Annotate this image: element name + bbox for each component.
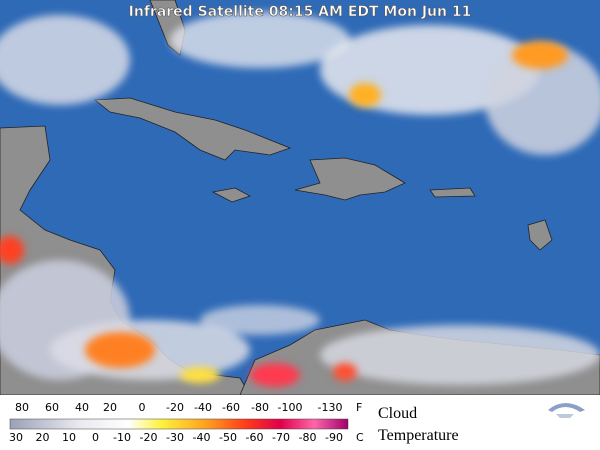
c-label: 20 xyxy=(36,431,50,444)
legend-title-1: Cloud xyxy=(378,405,417,422)
c-label: 0 xyxy=(92,431,99,444)
c-label: -80 xyxy=(299,431,317,444)
f-label: 60 xyxy=(45,401,59,414)
f-label: 40 xyxy=(75,401,89,414)
cold-cloud-tops xyxy=(0,41,568,387)
c-label: -40 xyxy=(193,431,211,444)
c-label: -50 xyxy=(219,431,237,444)
logo xyxy=(548,403,585,418)
f-label: -60 xyxy=(222,401,240,414)
f-label: 0 xyxy=(139,401,146,414)
c-label: 30 xyxy=(9,431,23,444)
f-label: -130 xyxy=(318,401,343,414)
clouds xyxy=(0,12,600,385)
c-label: -60 xyxy=(246,431,264,444)
c-unit: C xyxy=(356,431,364,444)
title: Infrared Satellite 08:15 AM EDT Mon Jun … xyxy=(129,4,472,20)
c-label: -30 xyxy=(166,431,184,444)
c-label: -90 xyxy=(325,431,343,444)
f-unit: F xyxy=(356,401,362,414)
c-label: 10 xyxy=(62,431,76,444)
f-label: -100 xyxy=(278,401,303,414)
f-label: -40 xyxy=(194,401,212,414)
c-label: -10 xyxy=(113,431,131,444)
f-label: -20 xyxy=(166,401,184,414)
f-label: -80 xyxy=(251,401,269,414)
f-label: 20 xyxy=(103,401,117,414)
c-label: -20 xyxy=(140,431,158,444)
c-label: -70 xyxy=(272,431,290,444)
color-scale xyxy=(9,418,349,430)
legend-title-2: Temperature xyxy=(378,427,459,444)
f-label: 80 xyxy=(15,401,29,414)
